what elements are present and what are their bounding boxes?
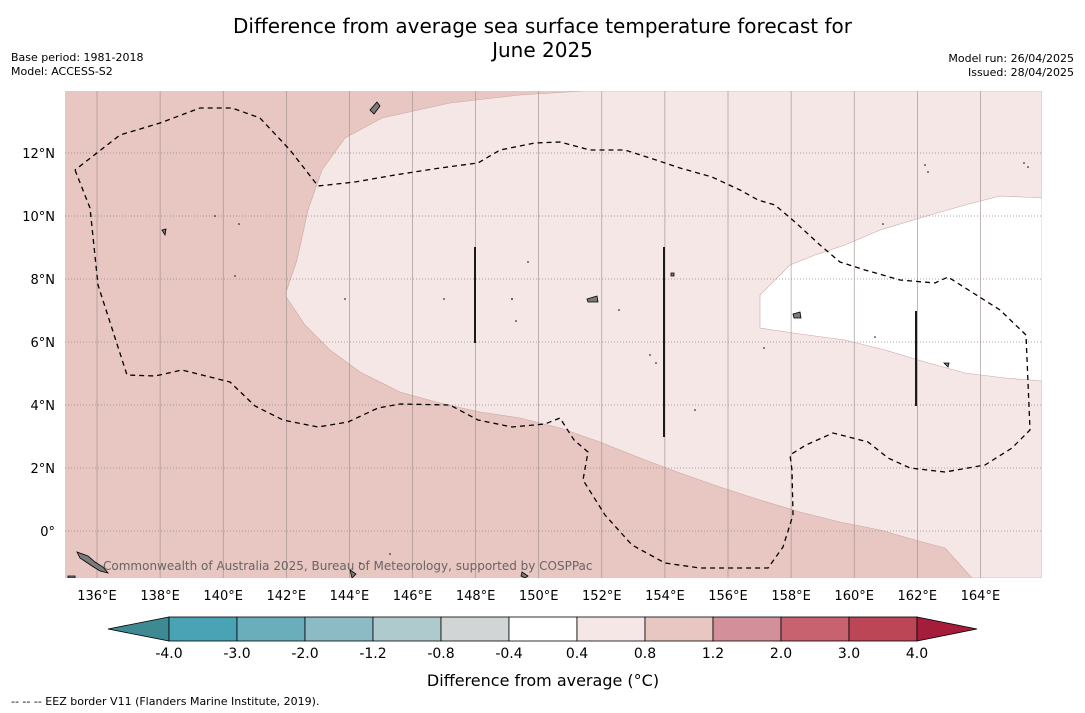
colorbar-tick-label: 0.4 <box>566 646 588 662</box>
graticule <box>65 91 1042 578</box>
colorbar-segment <box>576 616 646 642</box>
longitude-label: 164°E <box>961 589 1001 604</box>
latitude-label: 10°N <box>22 210 55 225</box>
islands <box>67 101 950 578</box>
latitude-label: 6°N <box>31 336 56 351</box>
colorbar-tick-label: -3.0 <box>223 646 250 662</box>
colorbar-tick-label: -0.8 <box>427 646 454 662</box>
longitude-label: 160°E <box>834 589 874 604</box>
colorbar-tick-label: 3.0 <box>838 646 860 662</box>
colorbar-segment <box>848 616 918 642</box>
longitude-label: 136°E <box>77 589 117 604</box>
colorbar-title: Difference from average (°C) <box>427 671 659 690</box>
title-line1: Difference from average sea surface temp… <box>232 14 852 38</box>
model-run-text: Model run: 26/04/2025 <box>948 52 1074 65</box>
map-plot-area: Commonwealth of Australia 2025, Bureau o… <box>65 91 1042 578</box>
island-small-2 <box>349 569 357 578</box>
colorbar-segment <box>372 616 442 642</box>
colorbar-high-extend <box>916 616 978 642</box>
island-small-3 <box>67 575 76 578</box>
island-kosrae <box>943 362 950 368</box>
colorbar-tick-labels: -4.0 -3.0 -2.0 -1.2 -0.8 -0.4 0.4 0.8 1.2 2.0 3.0 4… <box>155 646 928 662</box>
island-yap <box>161 228 167 237</box>
colorbar-segment <box>780 616 850 642</box>
longitude-label: 150°E <box>519 589 559 604</box>
issued-text: Issued: 28/04/2025 <box>967 66 1074 79</box>
colorbar-tick-label: 1.2 <box>702 646 724 662</box>
base-period-text: Base period: 1981-2018 <box>11 51 144 64</box>
anomaly-region-neutral <box>759 195 1042 382</box>
title-line2: June 2025 <box>492 38 593 62</box>
island-new-ireland <box>520 571 529 578</box>
island-guam <box>369 101 381 115</box>
colorbar-segment <box>644 616 714 642</box>
colorbar-tick-label: 4.0 <box>906 646 928 662</box>
colorbar-low-extend <box>107 616 170 642</box>
longitude-label: 146°E <box>393 589 433 604</box>
latitude-label: 0° <box>40 525 55 540</box>
longitude-label: 138°E <box>140 589 180 604</box>
longitude-label: 142°E <box>267 589 307 604</box>
meta-right: Model run: 26/04/2025 Issued: 28/04/2025 <box>948 52 1074 80</box>
longitude-label: 144°E <box>330 589 370 604</box>
longitude-label: 152°E <box>582 589 622 604</box>
latitude-labels: 12°N 10°N 8°N 6°N 4°N 2°N 0° <box>22 147 55 540</box>
colorbar-segment <box>712 616 782 642</box>
colorbar-tick-label: 0.8 <box>634 646 656 662</box>
colorbar-tick-label: -0.4 <box>495 646 522 662</box>
colorbar-segment <box>168 616 238 642</box>
sector-lines <box>474 247 917 437</box>
longitude-label: 140°E <box>203 589 243 604</box>
model-text: Model: ACCESS-S2 <box>11 65 113 78</box>
copyright-text: Commonwealth of Australia 2025, Bureau o… <box>103 559 593 573</box>
atolls <box>214 162 1029 564</box>
longitude-label: 156°E <box>708 589 748 604</box>
latitude-label: 8°N <box>31 273 56 288</box>
longitude-label: 154°E <box>645 589 685 604</box>
island-pohnpei <box>792 311 802 319</box>
longitude-label: 148°E <box>456 589 496 604</box>
latitude-label: 4°N <box>31 399 56 414</box>
island-chuuk <box>586 295 599 303</box>
colorbar-segment <box>508 616 578 642</box>
latitude-label: 2°N <box>31 462 56 477</box>
meta-left: Base period: 1981-2018 Model: ACCESS-S2 <box>11 51 143 79</box>
colorbar-segment <box>304 616 374 642</box>
longitude-label: 162°E <box>898 589 938 604</box>
colorbar-tick-label: 2.0 <box>770 646 792 662</box>
colorbar-tick-label: -1.2 <box>359 646 386 662</box>
latitude-label: 12°N <box>22 147 55 162</box>
colorbar-segment <box>440 616 510 642</box>
colorbar-tick-label: -2.0 <box>291 646 318 662</box>
eez-legend-footer: -- -- -- EEZ border V11 (Flanders Marine… <box>11 695 320 708</box>
colorbar <box>107 616 978 642</box>
island-bougainville <box>76 551 110 574</box>
longitude-label: 158°E <box>771 589 811 604</box>
colorbar-segment <box>236 616 306 642</box>
island-small-1 <box>670 272 675 277</box>
colorbar-tick-label: -4.0 <box>155 646 182 662</box>
longitude-labels: 136°E 138°E 140°E 142°E 144°E 146°E 148°E 150°E… <box>77 589 1000 604</box>
chart-title: Difference from average sea surface temp… <box>0 14 1085 62</box>
